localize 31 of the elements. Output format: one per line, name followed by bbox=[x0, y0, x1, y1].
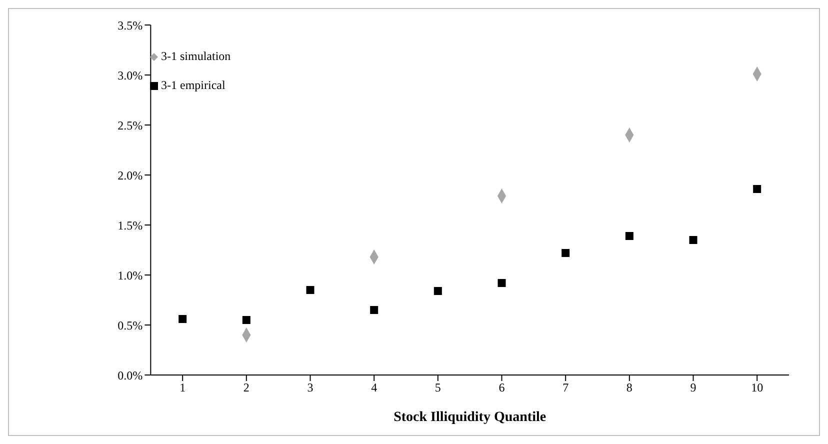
x-tick-label: 1 bbox=[180, 380, 186, 395]
x-tick-label: 2 bbox=[243, 380, 250, 395]
point bbox=[242, 316, 250, 324]
x-tick-label: 10 bbox=[751, 380, 764, 395]
x-tick-label: 3 bbox=[307, 380, 314, 395]
point bbox=[689, 236, 698, 244]
y-tick-label: 2.5% bbox=[118, 118, 143, 132]
x-tick-label: 6 bbox=[498, 380, 505, 395]
point bbox=[306, 286, 314, 294]
point bbox=[370, 306, 378, 314]
point bbox=[434, 287, 442, 295]
x-tick-label: 9 bbox=[690, 380, 696, 395]
y-tick-label: 0.5% bbox=[118, 318, 143, 332]
point bbox=[178, 315, 187, 323]
y-tick-label: 0.0% bbox=[118, 368, 143, 382]
point bbox=[498, 279, 506, 287]
x-axis-title: Stock Illiquidity Quantile bbox=[394, 410, 546, 425]
y-tick-label: 3.0% bbox=[118, 68, 143, 82]
x-tick-label: 7 bbox=[562, 380, 569, 395]
x-tick-label: 8 bbox=[626, 380, 632, 395]
legend-label: 3-1 empirical bbox=[161, 78, 226, 93]
x-tick-label: 5 bbox=[434, 380, 441, 395]
point bbox=[562, 249, 570, 257]
point bbox=[753, 185, 762, 193]
y-tick-label: 1.0% bbox=[118, 268, 143, 282]
y-tick-label: 3.5% bbox=[118, 18, 143, 32]
y-tick-label: 1.5% bbox=[118, 218, 143, 232]
x-tick-label: 4 bbox=[371, 380, 378, 395]
y-tick-label: 2.0% bbox=[118, 168, 143, 182]
legend-label: 3-1 simulation bbox=[161, 49, 231, 64]
point bbox=[625, 232, 634, 240]
